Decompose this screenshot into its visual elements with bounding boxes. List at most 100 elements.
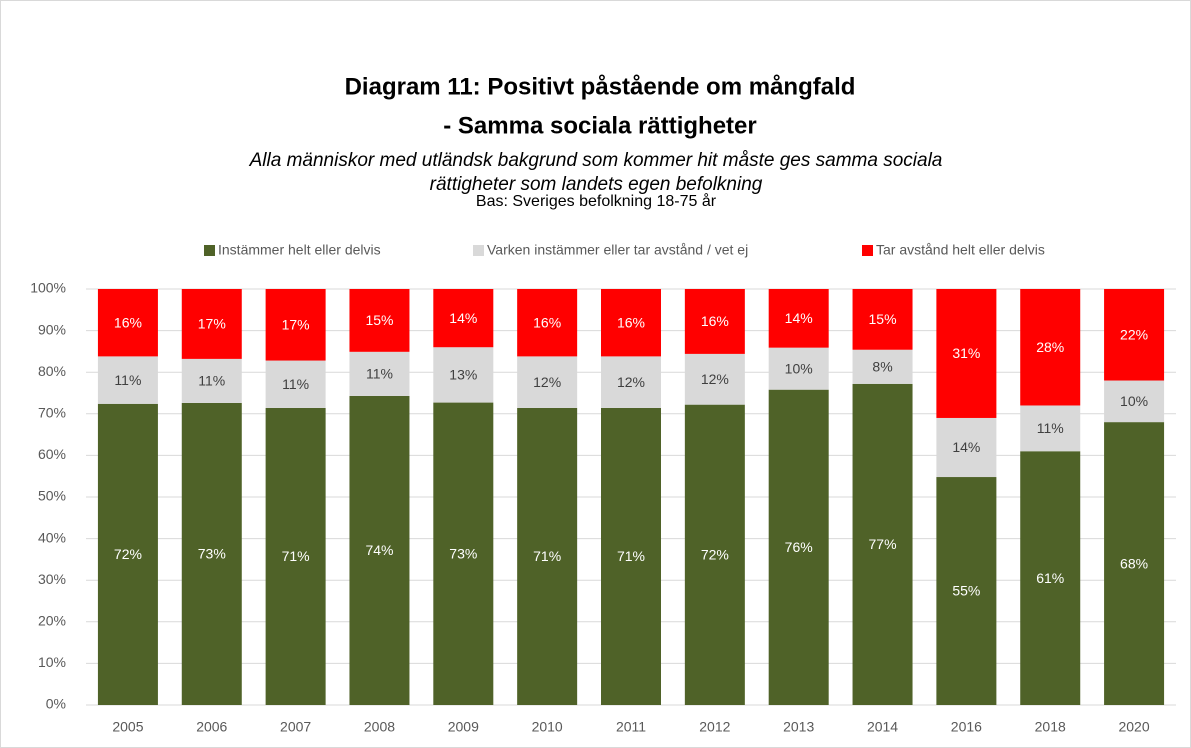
data-label: 17% [198,316,226,332]
bar-segment [684,404,745,705]
legend-label: Tar avstånd helt eller delvis [876,242,1045,258]
bar-segment [936,477,997,705]
data-label: 28% [1036,339,1064,355]
data-label: 76% [785,539,813,555]
y-tick-label: 100% [30,280,66,296]
bar-segment [684,353,745,405]
data-label: 11% [114,372,141,388]
chart-title: Diagram 11: Positivt påstående om mångfa… [345,73,856,100]
data-label: 15% [365,312,393,328]
chart-subtitle: Alla människor med utländsk bakgrund som… [249,150,943,171]
y-tick-label: 90% [38,321,66,337]
x-tick-label: 2016 [951,719,982,735]
bar-segment [97,403,158,705]
data-label: 11% [1037,420,1064,436]
bar-segment [768,347,829,390]
data-label: 14% [952,439,980,455]
data-label: 14% [785,310,813,326]
data-label: 12% [533,374,561,390]
data-label: 68% [1120,555,1148,571]
bar-segment [1104,289,1165,381]
data-label: 15% [869,311,897,327]
bar-segment [433,289,494,348]
bar-segment [97,356,158,404]
y-tick-label: 40% [38,529,66,545]
y-tick-label: 80% [38,363,66,379]
data-label: 11% [366,366,393,382]
legend-swatch [204,245,215,256]
bar-segment [936,289,997,418]
chart-caption: Bas: Sveriges befolkning 18-75 år [476,192,717,210]
data-label: 13% [449,367,477,383]
x-tick-label: 2012 [699,719,730,735]
data-label: 71% [617,548,645,564]
bar-segment [349,289,410,352]
legend-label: Instämmer helt eller delvis [218,242,381,258]
chart-title: - Samma sociala rättigheter [443,112,756,139]
x-tick-label: 2014 [867,719,898,735]
data-label: 71% [282,548,310,564]
data-label: 10% [1120,393,1148,409]
y-tick-label: 30% [38,571,66,587]
bar-segment [1020,289,1081,406]
data-label: 31% [952,345,980,361]
bar-segment [433,402,494,705]
bar-segment [1020,451,1081,705]
data-label: 12% [701,371,729,387]
bar-segment [1104,422,1165,705]
bar-segment [936,417,997,478]
bar-segment [852,383,913,705]
data-label: 12% [617,374,645,390]
x-tick-label: 2020 [1118,719,1149,735]
legend-label: Varken instämmer eller tar avstånd / vet… [487,242,748,258]
bar-segment [1104,380,1165,423]
x-tick-label: 2008 [364,719,395,735]
x-tick-label: 2010 [532,719,563,735]
data-label: 22% [1120,326,1148,342]
bar-segment [349,395,410,705]
bar-segment [181,358,242,403]
data-label: 16% [701,313,729,329]
data-label: 14% [449,310,477,326]
bar-segment [601,356,661,408]
x-tick-label: 2005 [112,719,143,735]
data-label: 16% [114,314,142,330]
data-label: 71% [533,548,561,564]
y-tick-label: 0% [46,696,66,712]
data-label: 72% [114,546,142,562]
bar-segment [265,407,326,705]
bar-segment [265,289,326,361]
bar-segment [684,289,745,354]
bar-segment [517,356,578,408]
y-tick-label: 10% [38,654,66,670]
bar-segment [181,289,242,359]
bar-segment [1020,405,1081,452]
data-label: 74% [365,542,393,558]
x-tick-label: 2009 [448,719,479,735]
data-label: 8% [872,358,892,374]
bar-segment [601,289,661,357]
data-label: 73% [198,546,226,562]
data-label: 10% [785,360,813,376]
data-label: 16% [533,314,561,330]
data-label: 11% [198,373,225,389]
data-label: 17% [282,316,310,332]
data-label: 16% [617,314,645,330]
bar-segment [181,402,242,705]
bar-segment [433,347,494,403]
legend-swatch [862,245,873,256]
bar-segment [517,407,578,705]
x-tick-label: 2018 [1035,719,1066,735]
data-label: 72% [701,547,729,563]
bar-segment [852,289,913,350]
x-tick-label: 2006 [196,719,227,735]
legend-swatch [473,245,484,256]
bar-segment [852,349,913,384]
data-label: 73% [449,545,477,561]
data-label: 55% [952,583,980,599]
bar-segment [265,360,326,408]
bar-segment [97,289,158,357]
bar-segment [768,289,829,348]
y-tick-label: 50% [38,488,66,504]
